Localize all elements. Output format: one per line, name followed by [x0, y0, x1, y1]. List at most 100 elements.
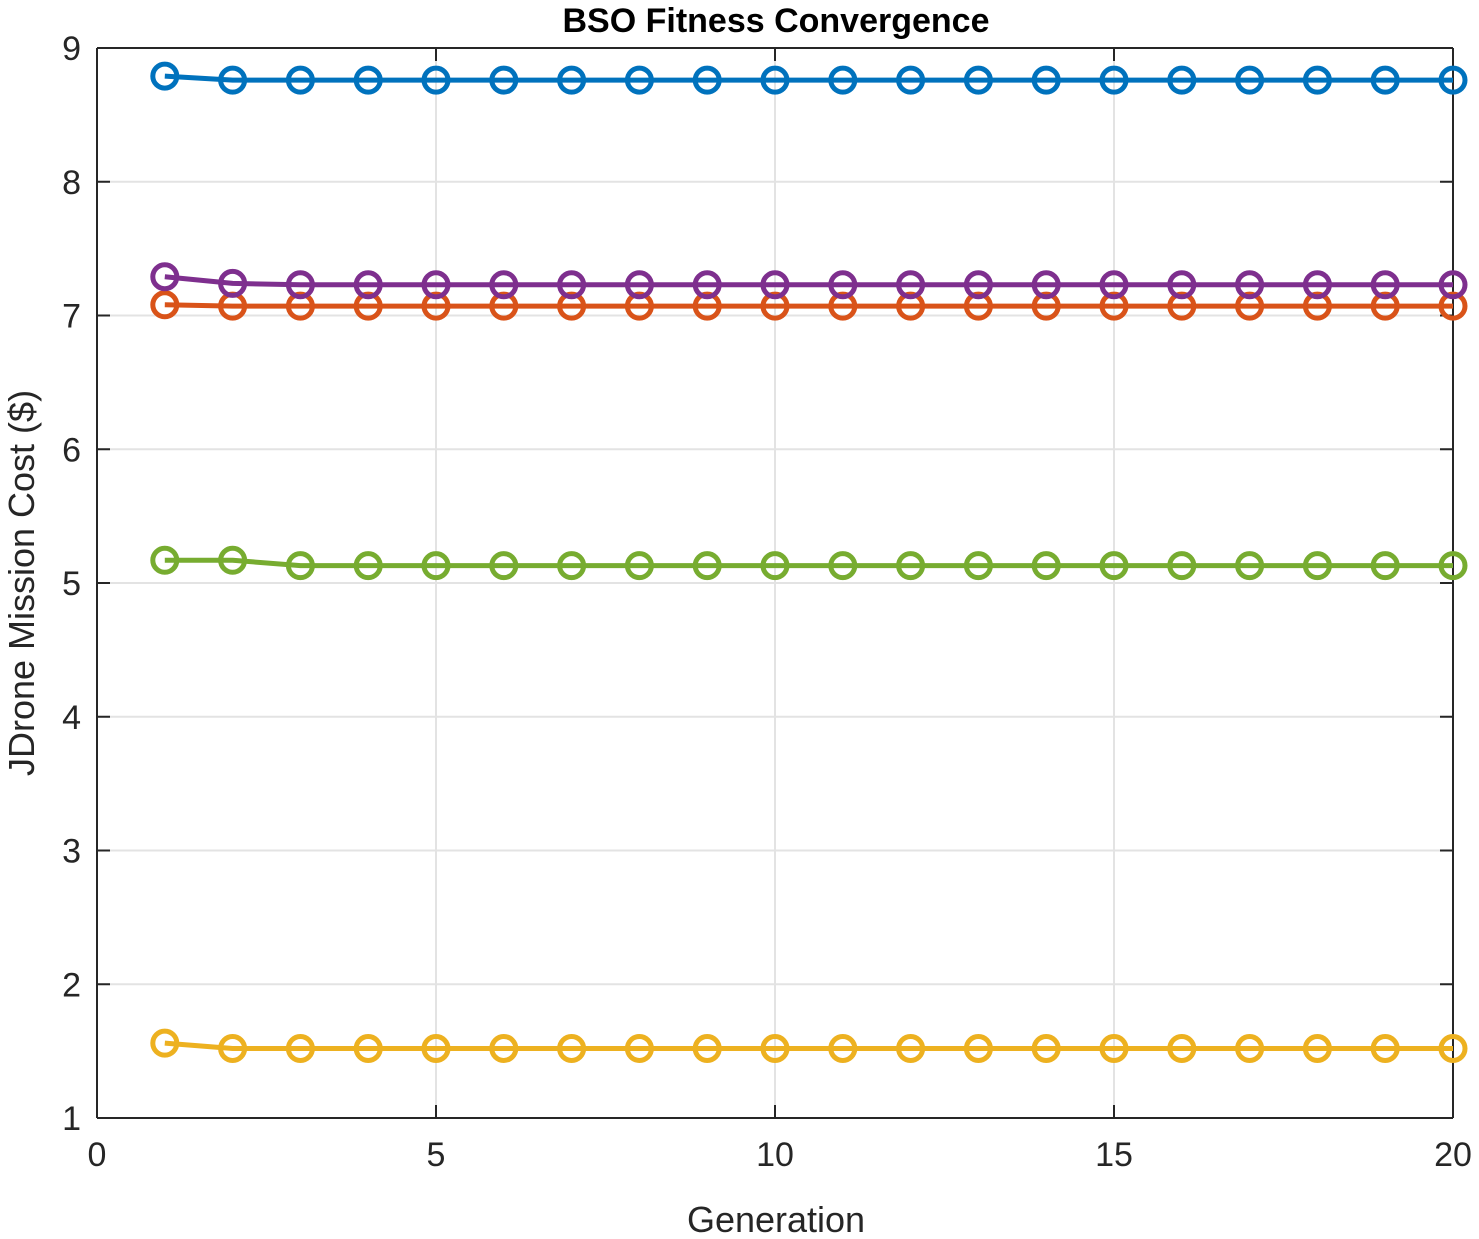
data-point [1167, 270, 1197, 300]
data-point [1370, 270, 1400, 300]
data-point [1167, 291, 1197, 321]
data-point [963, 270, 993, 300]
data-point [896, 551, 926, 581]
data-point [1438, 291, 1468, 321]
data-point [353, 291, 383, 321]
data-point [557, 65, 587, 95]
series-group [150, 61, 1468, 1063]
data-point [557, 551, 587, 581]
data-point [1167, 1033, 1197, 1063]
x-tick-label: 15 [1095, 1136, 1133, 1174]
data-point [557, 291, 587, 321]
data-point [760, 551, 790, 581]
x-tick-label: 10 [756, 1136, 794, 1174]
data-point [353, 65, 383, 95]
data-point [1235, 551, 1265, 581]
y-tick-label: 3 [62, 833, 81, 871]
data-point [1370, 65, 1400, 95]
data-point [1438, 65, 1468, 95]
data-point [1235, 291, 1265, 321]
data-point [963, 551, 993, 581]
data-point [760, 65, 790, 95]
data-point [692, 1033, 722, 1063]
data-point [421, 270, 451, 300]
data-point [1167, 65, 1197, 95]
data-point [692, 291, 722, 321]
grid [97, 48, 1453, 1118]
y-tick-label: 8 [62, 164, 81, 202]
data-point [1370, 291, 1400, 321]
data-point [1438, 551, 1468, 581]
data-point [1235, 65, 1265, 95]
y-tick-label: 4 [62, 699, 81, 737]
x-tick-label: 20 [1434, 1136, 1472, 1174]
data-point [828, 1033, 858, 1063]
data-point [692, 65, 722, 95]
data-point [1370, 551, 1400, 581]
y-tick-label: 5 [62, 565, 81, 603]
data-point [624, 551, 654, 581]
data-point [624, 291, 654, 321]
data-point [1370, 1033, 1400, 1063]
data-point [692, 551, 722, 581]
data-point [963, 291, 993, 321]
data-point [1302, 65, 1332, 95]
data-point [150, 545, 180, 575]
series-1 [150, 61, 1468, 95]
data-point [896, 291, 926, 321]
data-point [1031, 551, 1061, 581]
data-point [760, 270, 790, 300]
data-point [828, 551, 858, 581]
data-point [421, 551, 451, 581]
data-point [421, 1033, 451, 1063]
data-point [1099, 291, 1129, 321]
y-tick-label: 2 [62, 966, 81, 1004]
data-point [1031, 291, 1061, 321]
data-point [1031, 270, 1061, 300]
data-point [1099, 65, 1129, 95]
data-point [557, 1033, 587, 1063]
data-point [828, 65, 858, 95]
data-point [963, 65, 993, 95]
data-point [150, 1028, 180, 1058]
chart-title: BSO Fitness Convergence [562, 2, 989, 40]
y-tick-label: 1 [62, 1100, 81, 1138]
data-point [285, 1033, 315, 1063]
data-point [218, 1033, 248, 1063]
data-point [760, 1033, 790, 1063]
data-point [1099, 551, 1129, 581]
y-tick-label: 7 [62, 298, 81, 336]
y-tick-label: 9 [62, 30, 81, 68]
data-point [896, 65, 926, 95]
data-point [1302, 551, 1332, 581]
data-point [1235, 1033, 1265, 1063]
data-point [1235, 270, 1265, 300]
data-point [557, 270, 587, 300]
data-point [353, 270, 383, 300]
x-tick-label: 0 [88, 1136, 107, 1174]
ticks: 0 5 10 15 20 1 2 3 4 5 6 7 8 9 [62, 30, 1472, 1174]
data-point [1099, 270, 1129, 300]
data-point [353, 1033, 383, 1063]
data-point [896, 1033, 926, 1063]
data-point [1031, 1033, 1061, 1063]
data-point [1167, 551, 1197, 581]
data-point [828, 291, 858, 321]
data-point [489, 270, 519, 300]
data-point [1302, 291, 1332, 321]
data-point [285, 270, 315, 300]
data-point [218, 65, 248, 95]
data-point [692, 270, 722, 300]
data-point [624, 65, 654, 95]
data-point [353, 551, 383, 581]
data-point [760, 291, 790, 321]
y-axis-label: JDrone Mission Cost ($) [1, 390, 42, 776]
data-point [421, 291, 451, 321]
series-3 [150, 1028, 1468, 1063]
data-point [489, 65, 519, 95]
data-point [624, 1033, 654, 1063]
data-point [828, 270, 858, 300]
data-point [218, 545, 248, 575]
data-point [896, 270, 926, 300]
